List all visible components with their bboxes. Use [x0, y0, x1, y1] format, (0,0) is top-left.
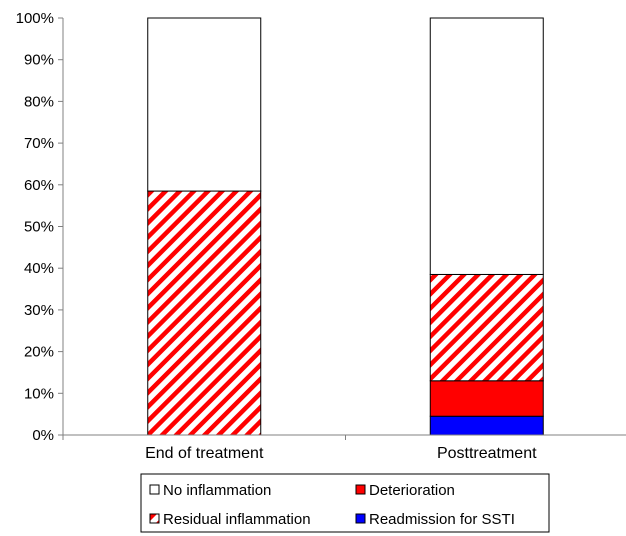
bar-segment-no-inflammation	[147, 17, 262, 192]
y-tick-label: 50%	[24, 219, 54, 236]
bar-segment-deterioration	[429, 380, 544, 417]
bar-segment-residual-inflammation	[429, 273, 544, 382]
x-axis: End of treatment Posttreatment	[62, 434, 626, 462]
legend-label: Deterioration	[369, 482, 455, 499]
bars	[147, 17, 544, 436]
legend-swatch	[355, 513, 366, 524]
y-tick-label: 0%	[32, 427, 54, 444]
legend-label: Residual inflammation	[163, 511, 311, 528]
y-tick-label: 60%	[24, 177, 54, 194]
y-tick-label: 100%	[16, 10, 54, 27]
legend: No inflammation Deterioration Residual inf…	[140, 473, 550, 533]
y-tick-label: 90%	[24, 52, 54, 69]
legend-swatch	[355, 484, 366, 495]
y-tick-label: 10%	[24, 385, 54, 402]
x-category-label: Posttreatment	[437, 445, 537, 462]
y-tick-label: 20%	[24, 344, 54, 361]
legend-box	[140, 473, 550, 533]
legend-label: Readmission for SSTI	[369, 511, 515, 528]
bar-segment-residual-inflammation	[147, 190, 262, 436]
y-tick-label: 80%	[24, 93, 54, 110]
legend-swatch	[149, 484, 160, 495]
legend-label: No inflammation	[163, 482, 271, 499]
y-tick-label: 70%	[24, 135, 54, 152]
x-category-label: End of treatment	[145, 445, 264, 462]
y-axis: 0% 10% 20% 30% 40% 50% 60% 70% 80% 90% 100%	[16, 10, 64, 444]
legend-swatch	[149, 513, 160, 524]
y-tick-label: 40%	[24, 260, 54, 277]
bar-segment-readmission-for-ssti	[429, 415, 544, 436]
y-tick-label: 30%	[24, 302, 54, 319]
bar-segment-no-inflammation	[429, 17, 544, 275]
